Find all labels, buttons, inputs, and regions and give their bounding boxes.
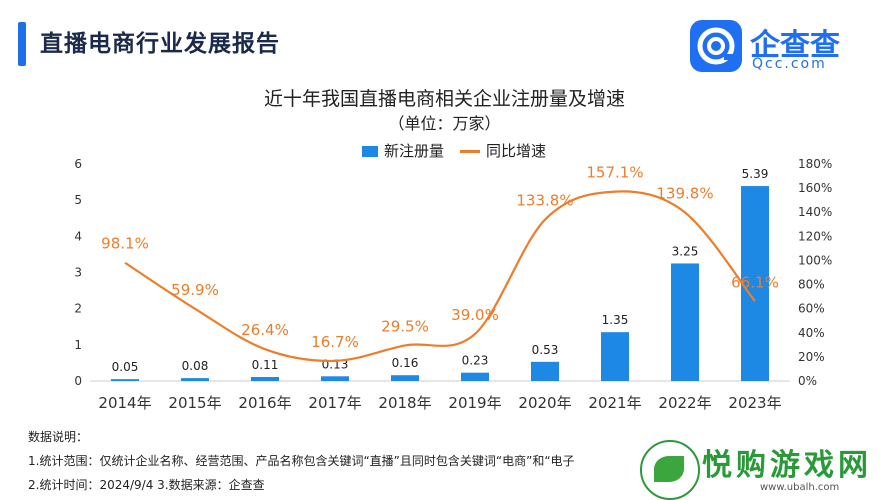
growth-rate-label: 26.4% bbox=[241, 321, 289, 339]
qcc-logo: 企查查 Qcc.com bbox=[690, 18, 870, 74]
y-tick-label: 4 bbox=[74, 229, 82, 243]
notes-heading: 数据说明： bbox=[28, 430, 89, 444]
bar bbox=[601, 332, 629, 381]
bar-value-label: 0.11 bbox=[252, 358, 279, 372]
report-title: 直播电商行业发展报告 bbox=[40, 31, 280, 57]
growth-rate-label: 16.7% bbox=[311, 333, 359, 351]
watermark-url: www.ubalh.com bbox=[760, 482, 840, 493]
x-tick-label: 2023年 bbox=[728, 394, 781, 412]
y-tick-label: 1 bbox=[74, 338, 82, 352]
bar-value-label: 0.16 bbox=[392, 356, 419, 370]
growth-rate-label: 139.8% bbox=[656, 184, 713, 202]
logo-url: Qcc.com bbox=[752, 56, 827, 72]
watermark-text: 悦购游戏网 bbox=[702, 448, 872, 483]
legend-bar-swatch bbox=[362, 146, 378, 157]
growth-rate-label: 133.8% bbox=[516, 192, 573, 210]
combo-chart: 01234560%20%40%60%80%100%120%140%160%180… bbox=[74, 157, 832, 412]
header-accent-bar bbox=[18, 22, 26, 66]
y2-tick-label: 80% bbox=[798, 278, 825, 292]
logo-name: 企查查 bbox=[750, 28, 840, 63]
bar-value-label: 0.23 bbox=[462, 354, 489, 368]
y-tick-label: 2 bbox=[74, 302, 82, 316]
bar bbox=[461, 372, 489, 381]
growth-rate-label: 59.9% bbox=[171, 281, 219, 299]
y-tick-label: 0 bbox=[74, 374, 82, 388]
notes-line-2: 2.统计时间：2024/9/4 3.数据来源：企查查 bbox=[28, 478, 265, 492]
bar-value-label: 0.08 bbox=[182, 359, 209, 373]
x-tick-label: 2022年 bbox=[658, 394, 711, 412]
x-tick-label: 2018年 bbox=[378, 394, 431, 412]
y2-tick-label: 160% bbox=[798, 181, 832, 195]
bar-value-label: 5.39 bbox=[742, 167, 769, 181]
y2-tick-label: 60% bbox=[798, 302, 825, 316]
legend-line-swatch bbox=[460, 150, 480, 153]
y-tick-label: 5 bbox=[74, 193, 82, 207]
bar bbox=[391, 375, 419, 381]
bar-value-label: 0.53 bbox=[532, 343, 559, 357]
legend-label-registrations: 新注册量 bbox=[384, 142, 445, 160]
growth-rate-label: 39.0% bbox=[451, 306, 499, 324]
x-tick-label: 2019年 bbox=[448, 394, 501, 412]
growth-rate-line bbox=[124, 190, 756, 363]
y-tick-label: 3 bbox=[74, 266, 82, 280]
y2-tick-label: 100% bbox=[798, 253, 832, 267]
x-tick-label: 2014年 bbox=[98, 394, 151, 412]
x-tick-label: 2016年 bbox=[238, 394, 291, 412]
bar bbox=[251, 377, 279, 381]
bar bbox=[671, 263, 699, 381]
bar bbox=[181, 378, 209, 381]
growth-rate-label: 66.1% bbox=[731, 273, 779, 291]
y2-tick-label: 180% bbox=[798, 157, 832, 171]
y2-tick-label: 40% bbox=[798, 326, 825, 340]
x-tick-label: 2021年 bbox=[588, 394, 641, 412]
growth-rate-label: 98.1% bbox=[101, 235, 149, 253]
bar bbox=[321, 376, 349, 381]
bar-value-label: 1.35 bbox=[602, 313, 629, 327]
y2-tick-label: 120% bbox=[798, 229, 832, 243]
growth-rate-label: 157.1% bbox=[586, 164, 643, 182]
chart-subtitle: （单位：万家） bbox=[388, 114, 501, 133]
legend-label-growth: 同比增速 bbox=[486, 142, 547, 160]
bar-value-label: 3.25 bbox=[672, 244, 699, 258]
x-tick-label: 2020年 bbox=[518, 394, 571, 412]
y2-tick-label: 0% bbox=[798, 374, 817, 388]
bar bbox=[741, 186, 769, 381]
site-watermark: 悦购游戏网 www.ubalh.com bbox=[640, 440, 885, 500]
x-tick-label: 2017年 bbox=[308, 394, 361, 412]
qcc-logo-icon bbox=[690, 20, 742, 72]
y-tick-label: 6 bbox=[74, 157, 82, 171]
y2-tick-label: 20% bbox=[798, 350, 825, 364]
chart-title: 近十年我国直播电商相关企业注册量及增速 bbox=[263, 88, 625, 110]
watermark-logo-icon bbox=[640, 440, 700, 500]
bar-value-label: 0.05 bbox=[112, 360, 139, 374]
growth-rate-label: 29.5% bbox=[381, 317, 429, 335]
notes-line-1: 1.统计范围：仅统计企业名称、经营范围、产品名称包含关键词“直播”且同时包含关键… bbox=[28, 454, 575, 468]
bar bbox=[111, 379, 139, 381]
y2-tick-label: 140% bbox=[798, 205, 832, 219]
x-tick-label: 2015年 bbox=[168, 394, 221, 412]
bar bbox=[531, 361, 559, 381]
